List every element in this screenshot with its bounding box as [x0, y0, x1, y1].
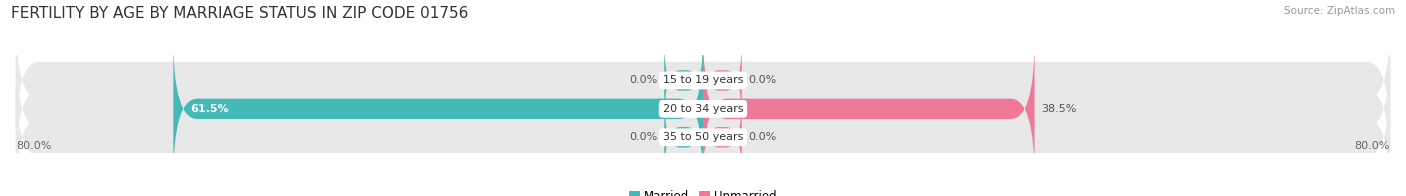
Text: 61.5%: 61.5%: [191, 104, 229, 114]
Text: 80.0%: 80.0%: [17, 141, 52, 151]
Text: 80.0%: 80.0%: [1354, 141, 1389, 151]
FancyBboxPatch shape: [15, 20, 1391, 141]
Text: 20 to 34 years: 20 to 34 years: [662, 104, 744, 114]
FancyBboxPatch shape: [173, 40, 703, 178]
FancyBboxPatch shape: [15, 48, 1391, 170]
Text: 15 to 19 years: 15 to 19 years: [662, 75, 744, 85]
FancyBboxPatch shape: [703, 40, 1035, 178]
Text: 0.0%: 0.0%: [628, 75, 658, 85]
Text: 0.0%: 0.0%: [748, 132, 778, 142]
FancyBboxPatch shape: [703, 40, 742, 121]
FancyBboxPatch shape: [703, 96, 742, 178]
Text: 35 to 50 years: 35 to 50 years: [662, 132, 744, 142]
FancyBboxPatch shape: [15, 76, 1391, 196]
Text: Source: ZipAtlas.com: Source: ZipAtlas.com: [1284, 6, 1395, 16]
FancyBboxPatch shape: [664, 40, 703, 121]
Text: 38.5%: 38.5%: [1042, 104, 1077, 114]
Text: 0.0%: 0.0%: [628, 132, 658, 142]
Legend: Married, Unmarried: Married, Unmarried: [624, 185, 782, 196]
Text: 0.0%: 0.0%: [748, 75, 778, 85]
FancyBboxPatch shape: [664, 96, 703, 178]
Text: FERTILITY BY AGE BY MARRIAGE STATUS IN ZIP CODE 01756: FERTILITY BY AGE BY MARRIAGE STATUS IN Z…: [11, 6, 468, 21]
